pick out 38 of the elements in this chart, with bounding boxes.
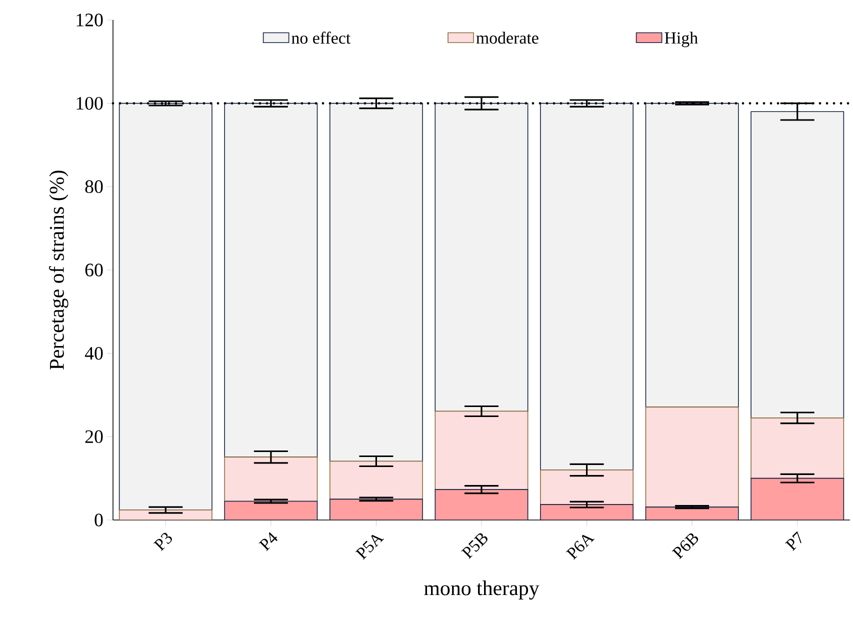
bar: [540, 504, 634, 520]
y-tick-label: 0: [94, 514, 103, 526]
bar: [750, 418, 844, 479]
legend-label: moderate: [476, 32, 538, 44]
y-tick-label: 120: [76, 14, 103, 26]
bar: [118, 102, 212, 510]
y-tick-label: 100: [76, 96, 103, 110]
y-tick-label: 80: [85, 180, 103, 194]
bar: [434, 489, 528, 520]
bar: [540, 102, 634, 470]
bar: [645, 102, 739, 408]
legend-label: no effect: [292, 32, 351, 44]
bar: [750, 111, 844, 418]
bar: [434, 102, 528, 412]
bar: [224, 456, 318, 502]
bar: [329, 460, 423, 500]
x-tick-label: P3: [153, 532, 172, 552]
x-tick-label: P6A: [566, 534, 595, 560]
x-tick-label: P5B: [461, 533, 488, 560]
bar: [646, 507, 738, 520]
bar: [224, 102, 318, 458]
y-tick-label: 20: [85, 430, 103, 444]
x-tick-label: P6B: [672, 533, 698, 560]
bar: [750, 478, 844, 520]
x-tick-label: P5A: [355, 534, 384, 560]
bar: [329, 102, 423, 462]
bar: [434, 410, 528, 490]
x-axis-title: mono therapy: [424, 580, 540, 600]
bar: [224, 500, 318, 520]
x-tick-label: P4: [258, 532, 278, 552]
y-tick-label: 40: [84, 346, 103, 360]
y-tick-label: 60: [85, 264, 103, 276]
y-axis-title: Percetage of strains (%): [48, 170, 68, 370]
bar: [645, 406, 739, 508]
bar: [329, 498, 423, 520]
bar: [540, 470, 634, 505]
x-tick-label: P7: [785, 531, 802, 552]
legend-label: High: [664, 32, 698, 48]
